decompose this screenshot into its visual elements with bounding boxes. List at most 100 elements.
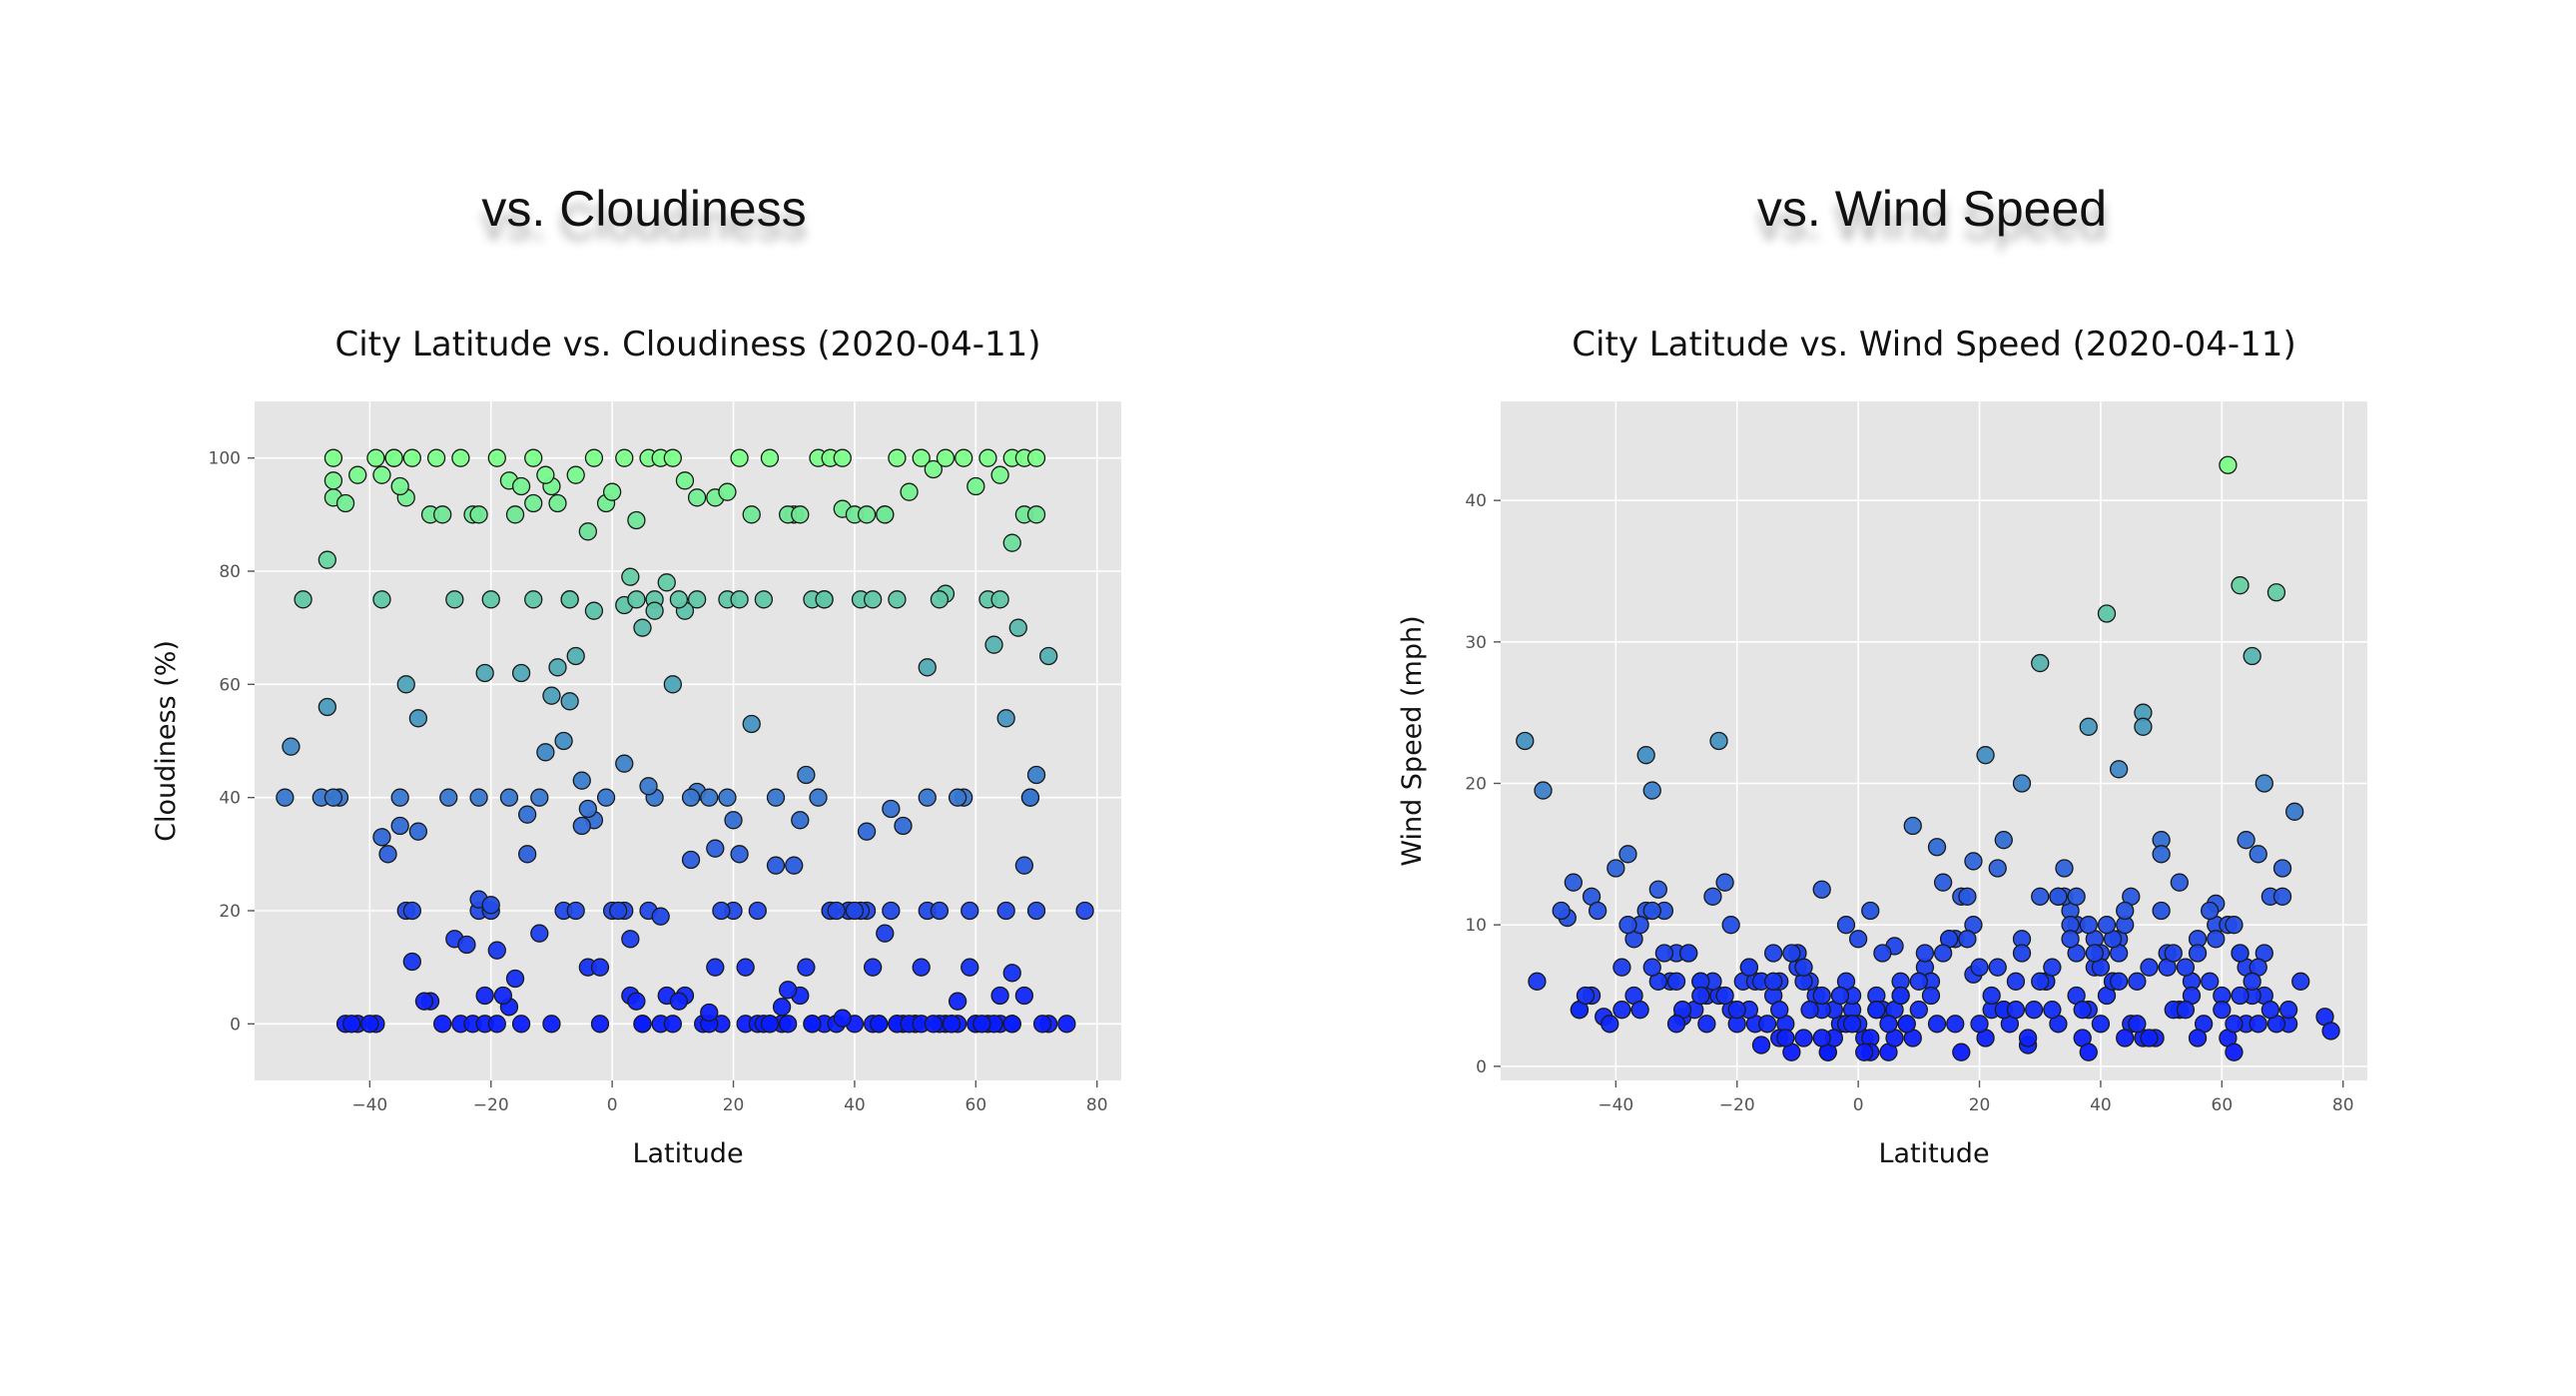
data-point [1026,448,1046,467]
data-point [1679,944,1698,963]
data-point [990,590,1009,609]
data-point [2006,1001,2026,1020]
data-point [2231,944,2250,963]
data-point [1842,1015,1862,1034]
x-tick-label: 60 [2212,1095,2234,1115]
data-point [372,590,391,609]
data-point [772,998,792,1017]
data-point [657,573,676,592]
data-point [1709,731,1728,751]
data-point [481,896,500,915]
data-point [1039,646,1058,666]
data-point [1715,986,1734,1006]
data-point [888,448,907,467]
data-point [724,811,743,830]
data-point [335,493,355,513]
data-point [2025,1001,2044,1020]
y-tick-label: 20 [1465,775,1487,795]
data-point [742,714,761,734]
data-point [2018,1029,2038,1047]
data-point [2249,845,2267,864]
y-tick-label: 0 [1476,1057,1487,1077]
data-point [1909,1001,1928,1020]
data-point [2073,1001,2092,1020]
data-point [833,1009,852,1028]
data-point [627,992,646,1011]
data-point [706,839,725,858]
x-tick-label: 40 [844,1095,866,1115]
data-point [2237,831,2255,850]
data-point [1988,958,2007,977]
data-point [282,737,301,756]
data-point [2116,1029,2135,1047]
data-point [2188,1029,2208,1047]
y-axis-label: Cloudiness (%) [151,640,182,842]
data-point [1534,781,1553,800]
data-point [390,476,409,496]
data-point [572,816,591,836]
data-point [493,986,513,1006]
data-point [318,550,336,569]
data-point [2254,774,2273,793]
data-point [706,958,725,977]
data-point [1921,986,1941,1006]
data-point [2031,887,2050,906]
data-point [1576,986,1596,1006]
data-point [2213,1001,2232,1020]
data-point [888,590,907,609]
data-point [712,901,731,921]
data-point [1776,1029,1795,1047]
data-point [390,788,409,807]
data-point [402,448,421,467]
data-point [681,850,701,870]
data-point [955,448,973,467]
data-point [2188,944,2208,963]
data-point [1794,1029,1813,1047]
data-point [487,941,506,960]
data-point [554,731,573,751]
scatter-svg-0: City Latitude vs. Cloudiness (2020-04-11… [151,325,1121,1169]
plot-area [255,401,1121,1080]
data-point [857,505,877,524]
data-point [2164,944,2183,963]
data-point [1915,944,1935,963]
data-point [609,901,628,921]
x-tick-label: −20 [1719,1095,1755,1115]
data-point [627,590,646,609]
data-point [1812,986,1831,1006]
data-point [402,901,421,921]
data-point [1666,972,1686,991]
y-tick-label: 20 [219,902,241,922]
data-point [1946,1015,1965,1034]
data-point [633,1015,652,1034]
cloudiness-chart: City Latitude vs. Cloudiness (2020-04-11… [0,300,1288,1198]
y-tick-label: 60 [219,675,241,695]
data-point [730,590,749,609]
data-point [451,448,470,467]
data-point [505,505,525,524]
data-point [1026,505,1046,524]
data-point [1812,880,1831,899]
data-point [1927,1015,1947,1034]
data-point [1982,986,2001,1006]
data-point [2243,972,2261,991]
data-point [433,505,452,524]
data-point [2225,1015,2244,1034]
data-point [590,1015,610,1034]
data-point [524,493,543,513]
data-point [481,590,500,609]
data-point [1763,972,1783,991]
data-point [524,590,543,609]
data-point [766,788,786,807]
data-point [1958,887,1977,906]
data-point [517,845,537,864]
data-point [1618,916,1637,935]
data-point [578,522,597,541]
data-point [663,448,682,467]
data-point [536,743,555,762]
data-point [360,1015,379,1034]
data-point [718,482,737,501]
data-point [294,590,313,609]
data-point [505,969,525,989]
data-point [1903,816,1922,836]
